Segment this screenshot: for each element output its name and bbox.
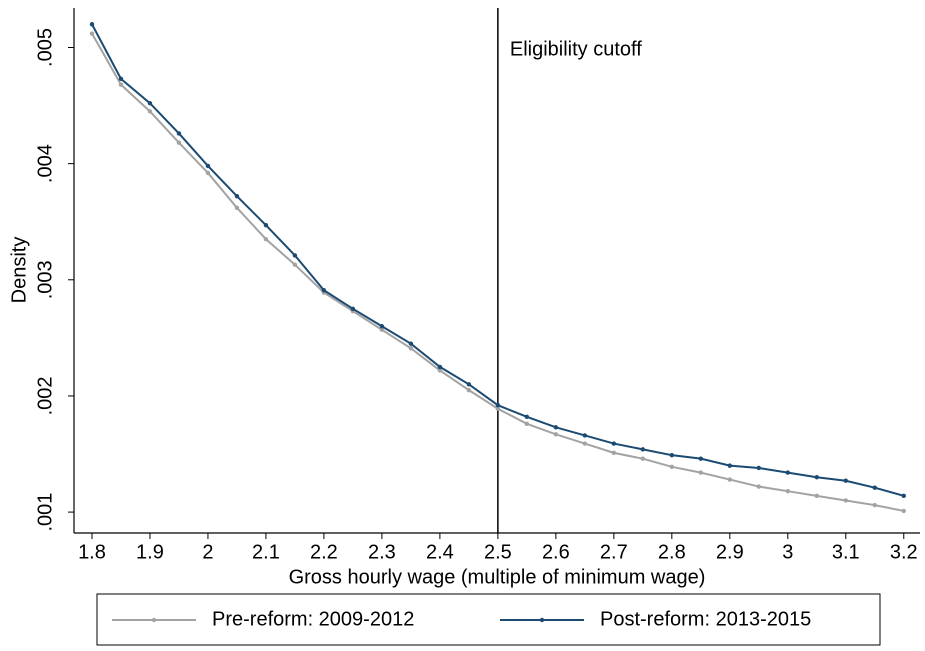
x-tick-label: 2.7 [600,541,628,563]
y-tick-label: .003 [34,260,56,299]
x-tick-label: 2.2 [310,541,338,563]
series-marker [553,425,559,430]
y-tick-label: .004 [34,144,56,183]
series-marker [118,76,124,82]
series-marker [263,236,269,242]
series-marker [350,306,356,312]
series-marker [814,475,819,480]
legend-label: Pre-reform: 2009-2012 [212,608,414,630]
series-marker [756,465,762,471]
x-tick-label: 2.8 [658,541,686,563]
x-tick-label: 2.5 [484,541,512,563]
x-tick-label: 3 [782,541,793,563]
series-marker [176,131,182,136]
series-marker [118,82,124,87]
series-marker [785,488,790,494]
series-marker [408,346,414,351]
x-tick-label: 2.6 [542,541,570,563]
legend-box [96,593,881,646]
y-tick-label: .002 [34,376,56,415]
series-marker [582,441,588,446]
series-marker [379,324,385,329]
series-marker [89,31,95,36]
x-tick-label: 2 [202,541,213,563]
y-tick-label: .005 [34,28,56,67]
annotation: Eligibility cutoff [510,38,642,60]
x-tick-label: 3.1 [832,541,860,563]
series-marker [205,170,211,176]
series-marker [843,478,848,483]
y-axis-label: Density [8,237,30,304]
series-marker [872,485,877,490]
y-tick-label: .001 [34,493,56,532]
series-marker [321,288,327,293]
series-marker [437,368,443,373]
series-marker [263,223,269,228]
series-marker [495,406,501,411]
legend-label: Post-reform: 2013-2015 [600,608,811,630]
series-marker [698,456,704,461]
series-marker [408,341,414,346]
series-marker [669,452,675,458]
x-tick-label: 2.9 [716,541,744,563]
series-marker [466,387,472,393]
series-marker [437,364,443,370]
series-marker [147,101,153,106]
series-marker [611,450,617,456]
series-marker [89,22,95,27]
series-marker [640,447,646,452]
series-marker [785,470,790,475]
series-marker [872,502,877,508]
series-marker [611,441,617,446]
series-marker [727,463,733,468]
series-marker [553,432,559,437]
series-marker [843,498,848,503]
series-marker [901,508,906,514]
series-marker [495,403,501,408]
series-marker [727,477,733,482]
series-marker [147,109,153,114]
series-marker [814,493,819,499]
series-marker [205,163,211,169]
series-marker [234,193,240,199]
x-tick-label: 2.3 [368,541,396,563]
series-marker [698,470,704,475]
series-marker [524,414,530,420]
x-axis-label: Gross hourly wage (multiple of minimum w… [289,566,706,588]
x-tick-label: 2.1 [252,541,280,563]
legend-marker [151,617,157,623]
series-marker [901,493,906,499]
x-tick-label: 3.2 [890,541,918,563]
series-marker [524,421,530,427]
series-marker [669,464,675,469]
series-marker [582,433,588,438]
series-marker [292,253,298,258]
series-marker [234,205,240,210]
series-marker [292,262,298,267]
legend-marker [539,617,545,623]
series-marker [640,456,646,461]
series-marker [466,382,472,387]
x-tick-label: 1.9 [136,541,164,563]
x-tick-label: 1.8 [78,541,106,563]
x-tick-label: 2.4 [426,541,454,563]
series-marker [379,327,385,332]
series-marker [176,140,182,145]
series-marker [756,484,762,489]
